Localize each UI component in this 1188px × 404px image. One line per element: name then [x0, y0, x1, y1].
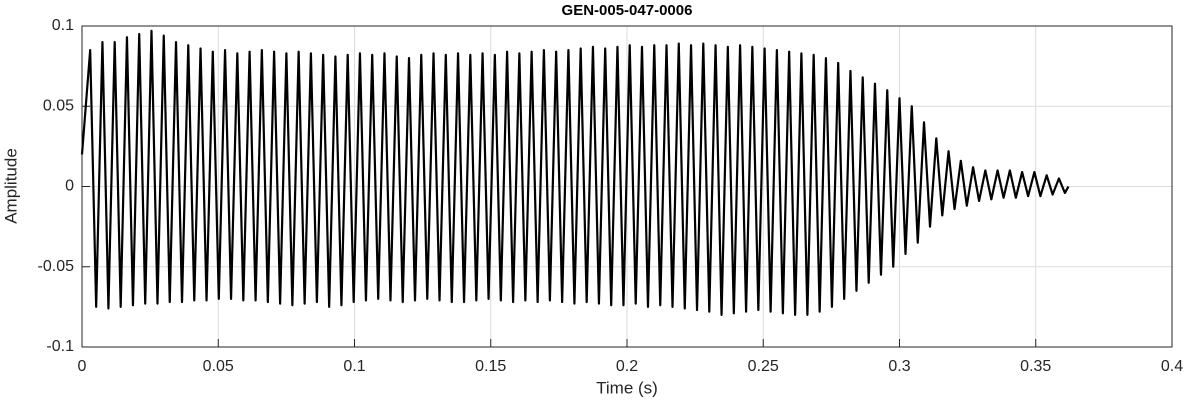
chart-title: GEN-005-047-0006 — [562, 2, 693, 19]
y-tick-label: 0.1 — [52, 17, 74, 34]
y-tick-label: -0.05 — [38, 258, 75, 275]
x-tick-label: 0.2 — [616, 358, 638, 375]
y-tick-label: -0.1 — [46, 338, 74, 355]
x-tick-label: 0 — [78, 358, 87, 375]
x-tick-label: 0.25 — [748, 358, 779, 375]
x-tick-label: 0.15 — [475, 358, 506, 375]
waveform-line — [80, 29, 1070, 316]
y-tick-label: 0 — [65, 178, 74, 195]
y-tick-label: 0.05 — [43, 97, 74, 114]
plot-frame — [81, 25, 1173, 348]
y-axis-label: Amplitude — [1, 148, 20, 224]
x-tick-label: 0.05 — [203, 358, 234, 375]
x-axis-label: Time (s) — [596, 378, 658, 397]
x-tick-label: 0.4 — [1161, 358, 1183, 375]
x-tick-label: 0.1 — [343, 358, 365, 375]
x-tick-label: 0.3 — [888, 358, 910, 375]
x-tick-label: 0.35 — [1020, 358, 1051, 375]
